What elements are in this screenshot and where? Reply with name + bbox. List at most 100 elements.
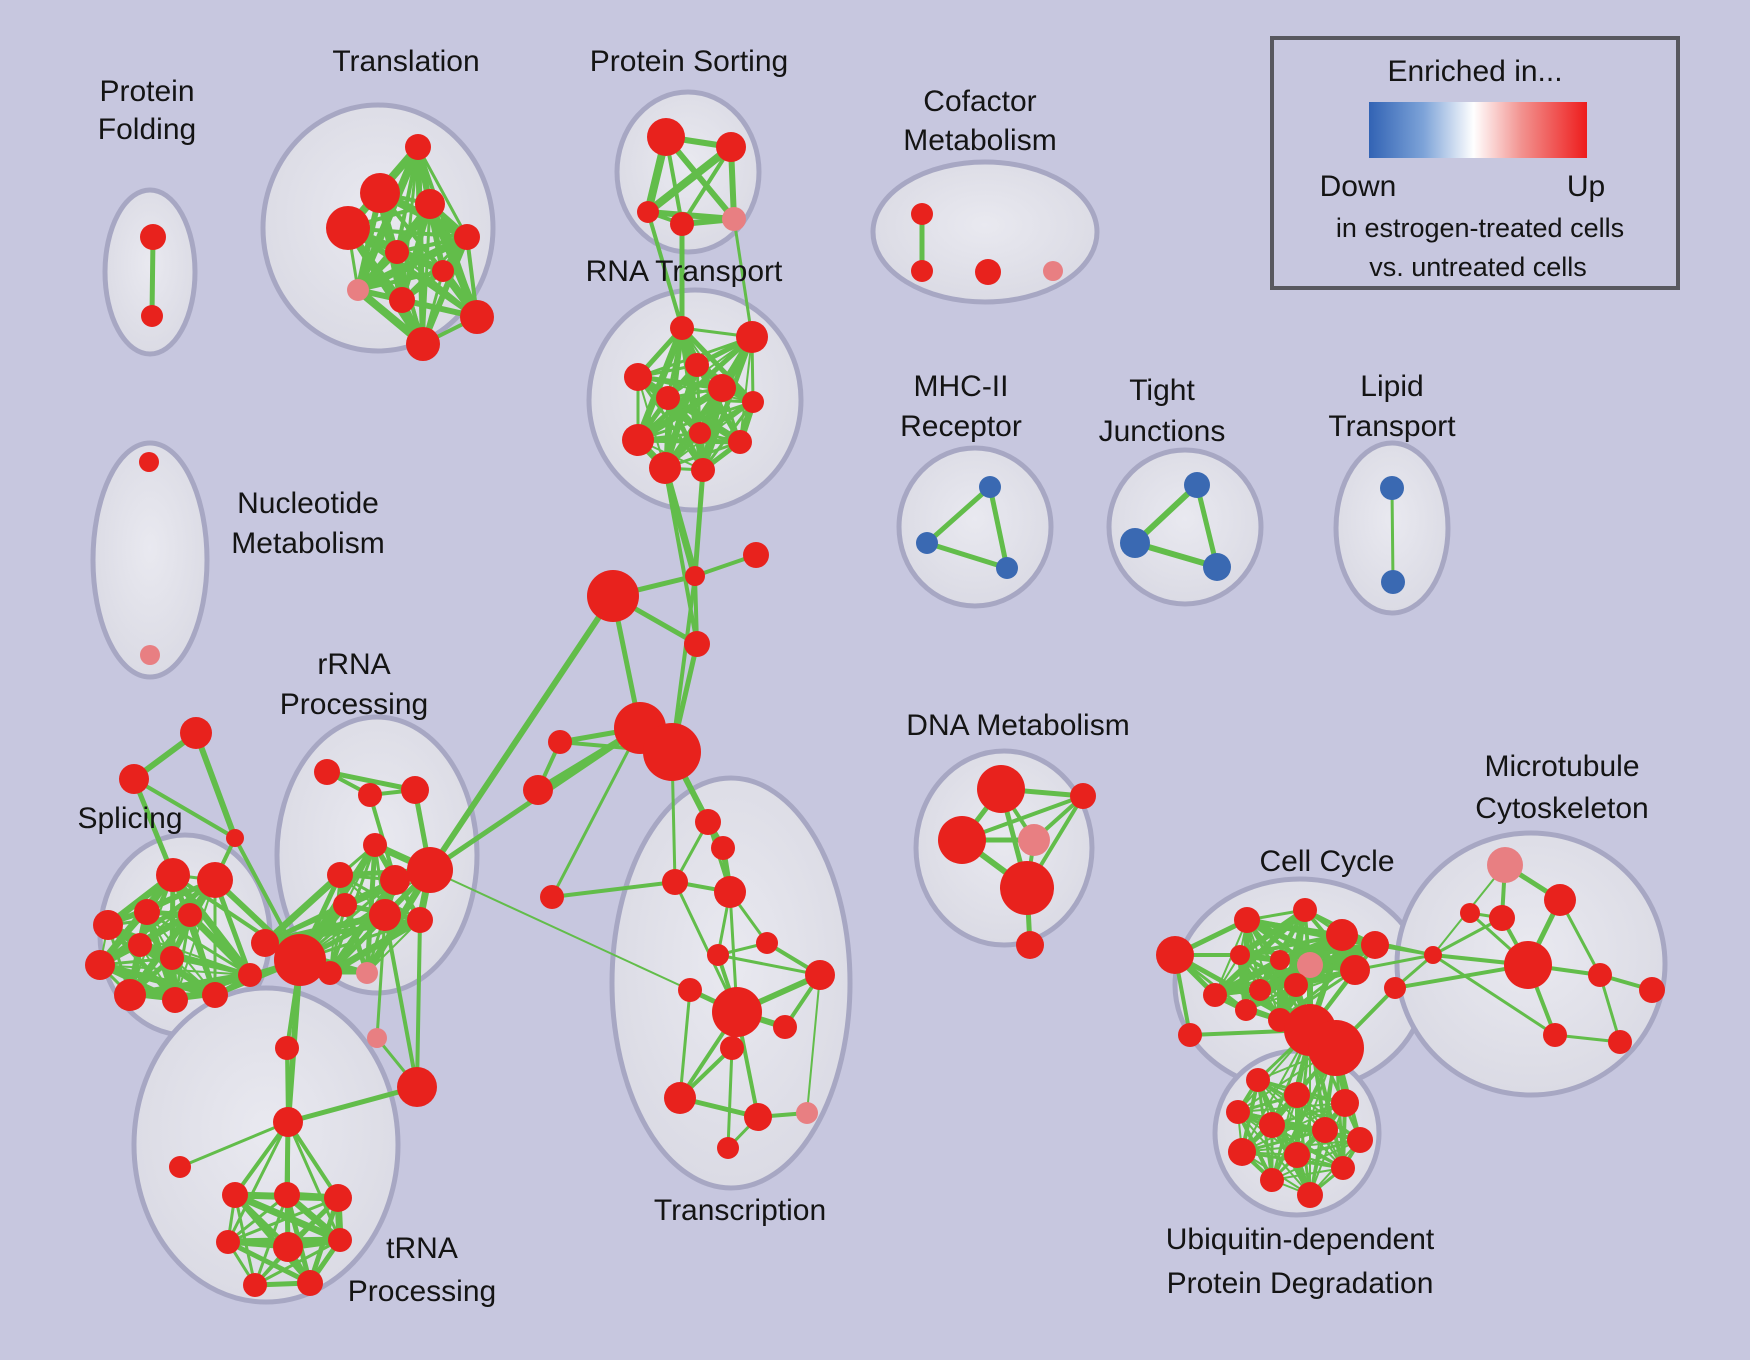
node-t10[interactable] — [460, 300, 494, 334]
node-rr11[interactable] — [274, 934, 326, 986]
node-ps4[interactable] — [670, 212, 694, 236]
node-cc7[interactable] — [1270, 950, 1290, 970]
node-x9[interactable] — [712, 987, 762, 1037]
node-cc9[interactable] — [1340, 955, 1370, 985]
node-rr6[interactable] — [380, 865, 410, 895]
node-d1[interactable] — [977, 765, 1025, 813]
node-ln1[interactable] — [540, 885, 564, 909]
node-rt1[interactable] — [670, 316, 694, 340]
node-u4[interactable] — [1226, 1100, 1250, 1124]
node-n2[interactable] — [140, 645, 160, 665]
node-x6[interactable] — [707, 944, 729, 966]
node-t8[interactable] — [347, 279, 369, 301]
node-rt2[interactable] — [736, 321, 768, 353]
node-rr15[interactable] — [397, 1067, 437, 1107]
node-rr13[interactable] — [318, 961, 342, 985]
node-s8[interactable] — [85, 950, 115, 980]
node-l2[interactable] — [1381, 570, 1405, 594]
node-rt4[interactable] — [685, 353, 709, 377]
node-d3[interactable] — [1070, 783, 1096, 809]
node-x1[interactable] — [695, 809, 721, 835]
node-cc11[interactable] — [1249, 979, 1271, 1001]
node-cc15[interactable] — [1178, 1023, 1202, 1047]
node-lm2[interactable] — [523, 775, 553, 805]
node-x7[interactable] — [678, 978, 702, 1002]
node-tj3[interactable] — [1203, 553, 1231, 581]
node-rr16[interactable] — [275, 1036, 299, 1060]
node-s4[interactable] — [93, 910, 123, 940]
node-u10[interactable] — [1331, 1156, 1355, 1180]
node-d6[interactable] — [1016, 931, 1044, 959]
node-t6[interactable] — [385, 240, 409, 264]
node-d2[interactable] — [938, 816, 986, 864]
node-tr10[interactable] — [297, 1270, 323, 1296]
node-tr4[interactable] — [274, 1182, 300, 1208]
node-x15[interactable] — [796, 1102, 818, 1124]
node-f2[interactable] — [119, 764, 149, 794]
node-c4[interactable] — [684, 631, 710, 657]
node-rr2[interactable] — [358, 783, 382, 807]
node-u9[interactable] — [1284, 1142, 1310, 1168]
node-x3[interactable] — [662, 869, 688, 895]
node-c3[interactable] — [743, 542, 769, 568]
node-ps3[interactable] — [637, 201, 659, 223]
node-ps5[interactable] — [722, 207, 746, 231]
node-lm1[interactable] — [548, 730, 572, 754]
node-tr8[interactable] — [328, 1228, 352, 1252]
node-tr6[interactable] — [216, 1230, 240, 1254]
node-mt9[interactable] — [1460, 903, 1480, 923]
node-mt4[interactable] — [1504, 941, 1552, 989]
node-rr5[interactable] — [327, 862, 353, 888]
node-cc3[interactable] — [1293, 898, 1317, 922]
node-ps2[interactable] — [716, 132, 746, 162]
node-cf4[interactable] — [1043, 261, 1063, 281]
node-mt3[interactable] — [1489, 905, 1515, 931]
node-s5[interactable] — [178, 903, 202, 927]
node-rr1[interactable] — [314, 759, 340, 785]
node-c2[interactable] — [685, 566, 705, 586]
node-cc1[interactable] — [1156, 936, 1194, 974]
node-cf2[interactable] — [911, 260, 933, 282]
node-u11[interactable] — [1260, 1168, 1284, 1192]
node-mt5[interactable] — [1588, 963, 1612, 987]
node-cc12[interactable] — [1284, 973, 1308, 997]
node-t4[interactable] — [326, 206, 370, 250]
node-mt6[interactable] — [1639, 977, 1665, 1003]
node-c1[interactable] — [587, 570, 639, 622]
node-t3[interactable] — [415, 189, 445, 219]
node-rt8[interactable] — [622, 424, 654, 456]
node-x4[interactable] — [714, 876, 746, 908]
node-cc4[interactable] — [1326, 919, 1358, 951]
node-cc16[interactable] — [1384, 977, 1406, 999]
node-u3[interactable] — [1331, 1089, 1359, 1117]
node-k1[interactable] — [1424, 946, 1442, 964]
node-f3[interactable] — [226, 829, 244, 847]
node-d4[interactable] — [1018, 824, 1050, 856]
node-rr12[interactable] — [251, 929, 279, 957]
node-cc13[interactable] — [1235, 999, 1257, 1021]
node-t2[interactable] — [360, 173, 400, 213]
node-mt7[interactable] — [1543, 1023, 1567, 1047]
node-pf2[interactable] — [141, 305, 163, 327]
node-s1[interactable] — [156, 858, 190, 892]
node-g2[interactable] — [1308, 1020, 1364, 1076]
node-u2[interactable] — [1284, 1082, 1310, 1108]
node-u5[interactable] — [1259, 1112, 1285, 1138]
node-m3[interactable] — [996, 557, 1018, 579]
node-x2[interactable] — [711, 836, 735, 860]
node-s3[interactable] — [134, 899, 160, 925]
node-m1[interactable] — [979, 476, 1001, 498]
node-d5[interactable] — [1000, 861, 1054, 915]
node-rr17[interactable] — [367, 1028, 387, 1048]
node-pf1[interactable] — [140, 224, 166, 250]
node-s6[interactable] — [128, 933, 152, 957]
node-rt6[interactable] — [656, 386, 680, 410]
node-mt8[interactable] — [1608, 1030, 1632, 1054]
node-x11[interactable] — [720, 1036, 744, 1060]
node-rt11[interactable] — [649, 452, 681, 484]
node-cc8[interactable] — [1297, 952, 1323, 978]
node-x5[interactable] — [756, 932, 778, 954]
node-rt3[interactable] — [624, 363, 652, 391]
node-u8[interactable] — [1228, 1138, 1256, 1166]
node-tj1[interactable] — [1184, 472, 1210, 498]
